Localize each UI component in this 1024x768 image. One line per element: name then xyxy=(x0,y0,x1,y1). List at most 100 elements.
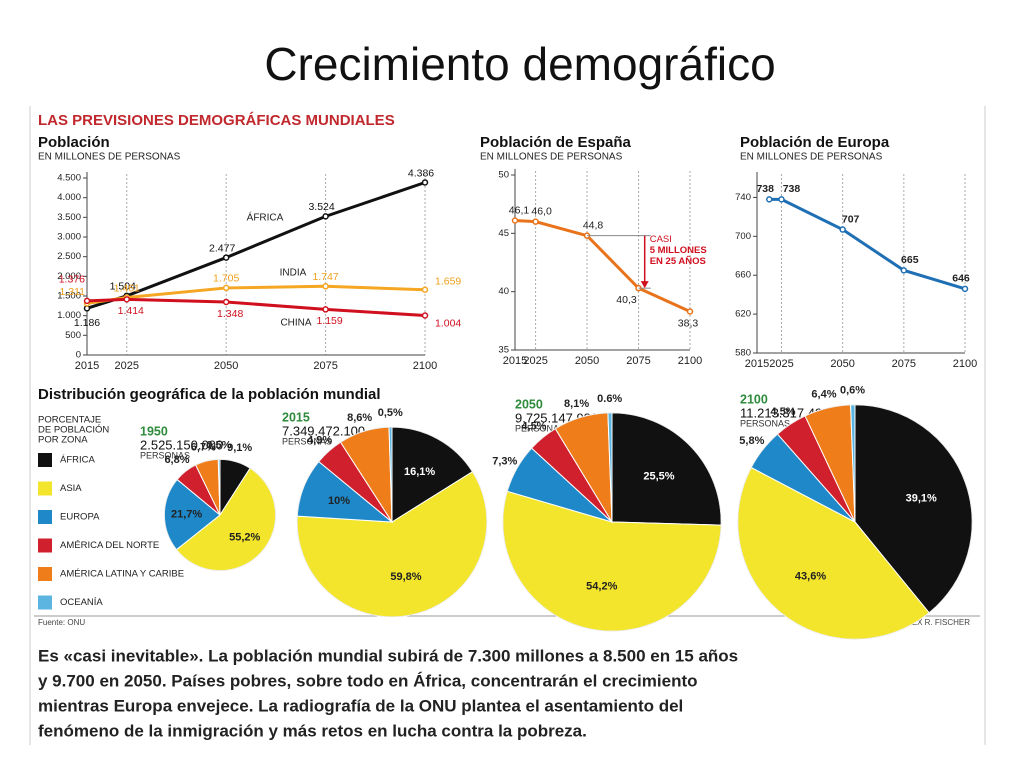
legend-swatch xyxy=(38,567,52,581)
chart-title: Población de Europa xyxy=(740,134,890,151)
legend-swatch xyxy=(38,595,52,610)
y-tick-label: 0 xyxy=(76,350,81,361)
slice-label: 39,1% xyxy=(906,492,937,504)
legend-label: AMÉRICA DEL NORTE xyxy=(60,540,159,551)
point xyxy=(83,297,91,305)
x-tick-label: 2100 xyxy=(413,360,437,372)
legend-swatch xyxy=(38,538,52,553)
pie-year: 2015 xyxy=(282,410,310,424)
chart-subtitle: EN MILLONES DE PERSONAS xyxy=(38,152,181,163)
pie-size xyxy=(296,426,488,618)
point xyxy=(839,226,846,233)
data-label: 646 xyxy=(952,273,970,285)
data-label: 1.705 xyxy=(213,273,239,285)
x-tick-label: 2100 xyxy=(678,355,702,367)
data-label: 1.461 xyxy=(114,282,140,294)
point xyxy=(322,213,329,220)
header: LAS PREVISIONES DEMOGRÁFICAS MUNDIALES xyxy=(38,112,395,129)
legend-swatch xyxy=(38,510,52,524)
point xyxy=(765,196,773,203)
slice-label: 59,8% xyxy=(390,571,421,583)
data-label: 3.524 xyxy=(308,201,334,213)
y-tick-label: 660 xyxy=(735,270,751,281)
slice-label: 9,1% xyxy=(227,442,252,454)
slice-label: 8,1% xyxy=(564,398,589,410)
point xyxy=(511,217,519,224)
legend-title: POR ZONA xyxy=(38,435,88,446)
x-tick-label: 2050 xyxy=(830,358,854,370)
y-tick-label: 3.500 xyxy=(57,212,81,223)
slice-label: 4,5% xyxy=(521,421,546,433)
x-tick-label: 2075 xyxy=(313,360,337,372)
x-tick-label: 2100 xyxy=(953,358,977,370)
data-label: 738 xyxy=(756,183,774,195)
slice-label: 8,6% xyxy=(347,412,372,424)
slice-label: 4,5% xyxy=(770,406,795,418)
x-tick-label: 2075 xyxy=(626,355,650,367)
pie-year: 2100 xyxy=(740,392,768,406)
x-tick-label: 2015 xyxy=(745,358,769,370)
y-tick-label: 4.500 xyxy=(57,173,81,184)
pie-unit: PERSONAS xyxy=(740,418,790,428)
point xyxy=(686,308,694,315)
point xyxy=(123,296,131,303)
slice-label: 16,1% xyxy=(404,466,435,478)
point xyxy=(222,254,230,261)
slice-label: 25,5% xyxy=(643,470,674,482)
data-label: 1.311 xyxy=(60,286,86,298)
pie-total: 7.349.472.100 xyxy=(282,423,365,438)
data-label: 665 xyxy=(901,254,919,266)
slice-label: 55,2% xyxy=(229,531,260,543)
paragraph-line: fenómeno de la inmigración y más retos e… xyxy=(38,721,587,740)
slice-label: 4,9% xyxy=(307,435,332,447)
legend-title: DE POBLACIÓN xyxy=(38,425,109,436)
legend-label: EUROPA xyxy=(60,512,100,523)
slide-title: Crecimiento demográfico xyxy=(264,38,775,90)
data-label: 4.386 xyxy=(408,167,434,179)
y-tick-label: 40 xyxy=(498,286,509,297)
y-tick-label: 45 xyxy=(498,228,509,239)
slice-label: 54,2% xyxy=(586,581,617,593)
credit: ALEX R. FISCHER xyxy=(902,618,970,627)
data-label: 46,0 xyxy=(531,205,552,217)
data-label: 1.186 xyxy=(74,317,100,329)
y-tick-label: 740 xyxy=(735,192,751,203)
data-label: 1.504 xyxy=(110,281,136,293)
y-tick-label: 700 xyxy=(735,231,751,242)
legend-title: PORCENTAJE xyxy=(38,415,101,426)
data-label: 38,3 xyxy=(678,317,699,329)
legend-swatch xyxy=(38,453,52,467)
slice-label: 0,5% xyxy=(206,439,231,451)
data-label: 46,1 xyxy=(509,204,530,216)
pie-size xyxy=(502,412,722,632)
point xyxy=(222,284,230,292)
x-tick-label: 2015 xyxy=(75,360,99,372)
x-tick-label: 2075 xyxy=(892,358,916,370)
data-label: 738 xyxy=(783,183,801,195)
slice-label: 0,5% xyxy=(378,407,403,419)
pie-year: 1950 xyxy=(140,424,168,438)
data-label: 1.659 xyxy=(435,276,461,288)
point xyxy=(961,285,969,293)
data-label: 1.159 xyxy=(316,315,342,327)
legend-label: ASIA xyxy=(60,483,82,494)
y-tick-label: 1.500 xyxy=(57,291,81,302)
chart-title: Distribución geográfica de la población … xyxy=(38,386,381,403)
point xyxy=(778,196,785,203)
data-label: 44,8 xyxy=(583,219,604,231)
legend-label: ÁFRICA xyxy=(60,455,96,466)
chart-title: Población de España xyxy=(480,134,632,151)
legend-label: AMÉRICA LATINA Y CARIBE xyxy=(60,569,184,580)
line xyxy=(769,197,966,291)
y-tick-label: 3.000 xyxy=(57,232,81,243)
y-tick-label: 35 xyxy=(498,345,509,356)
series-label: ÁFRICA xyxy=(247,211,284,224)
annotation: 5 MILLONES xyxy=(650,245,707,256)
chart-subtitle: EN MILLONES DE PERSONAS xyxy=(740,152,883,163)
data-label: 1.348 xyxy=(217,308,243,320)
pie-year: 2050 xyxy=(515,397,543,411)
series-label: CHINA xyxy=(280,318,311,329)
series-label: INDIA xyxy=(280,268,307,279)
slice-label: 5,8% xyxy=(739,435,764,447)
